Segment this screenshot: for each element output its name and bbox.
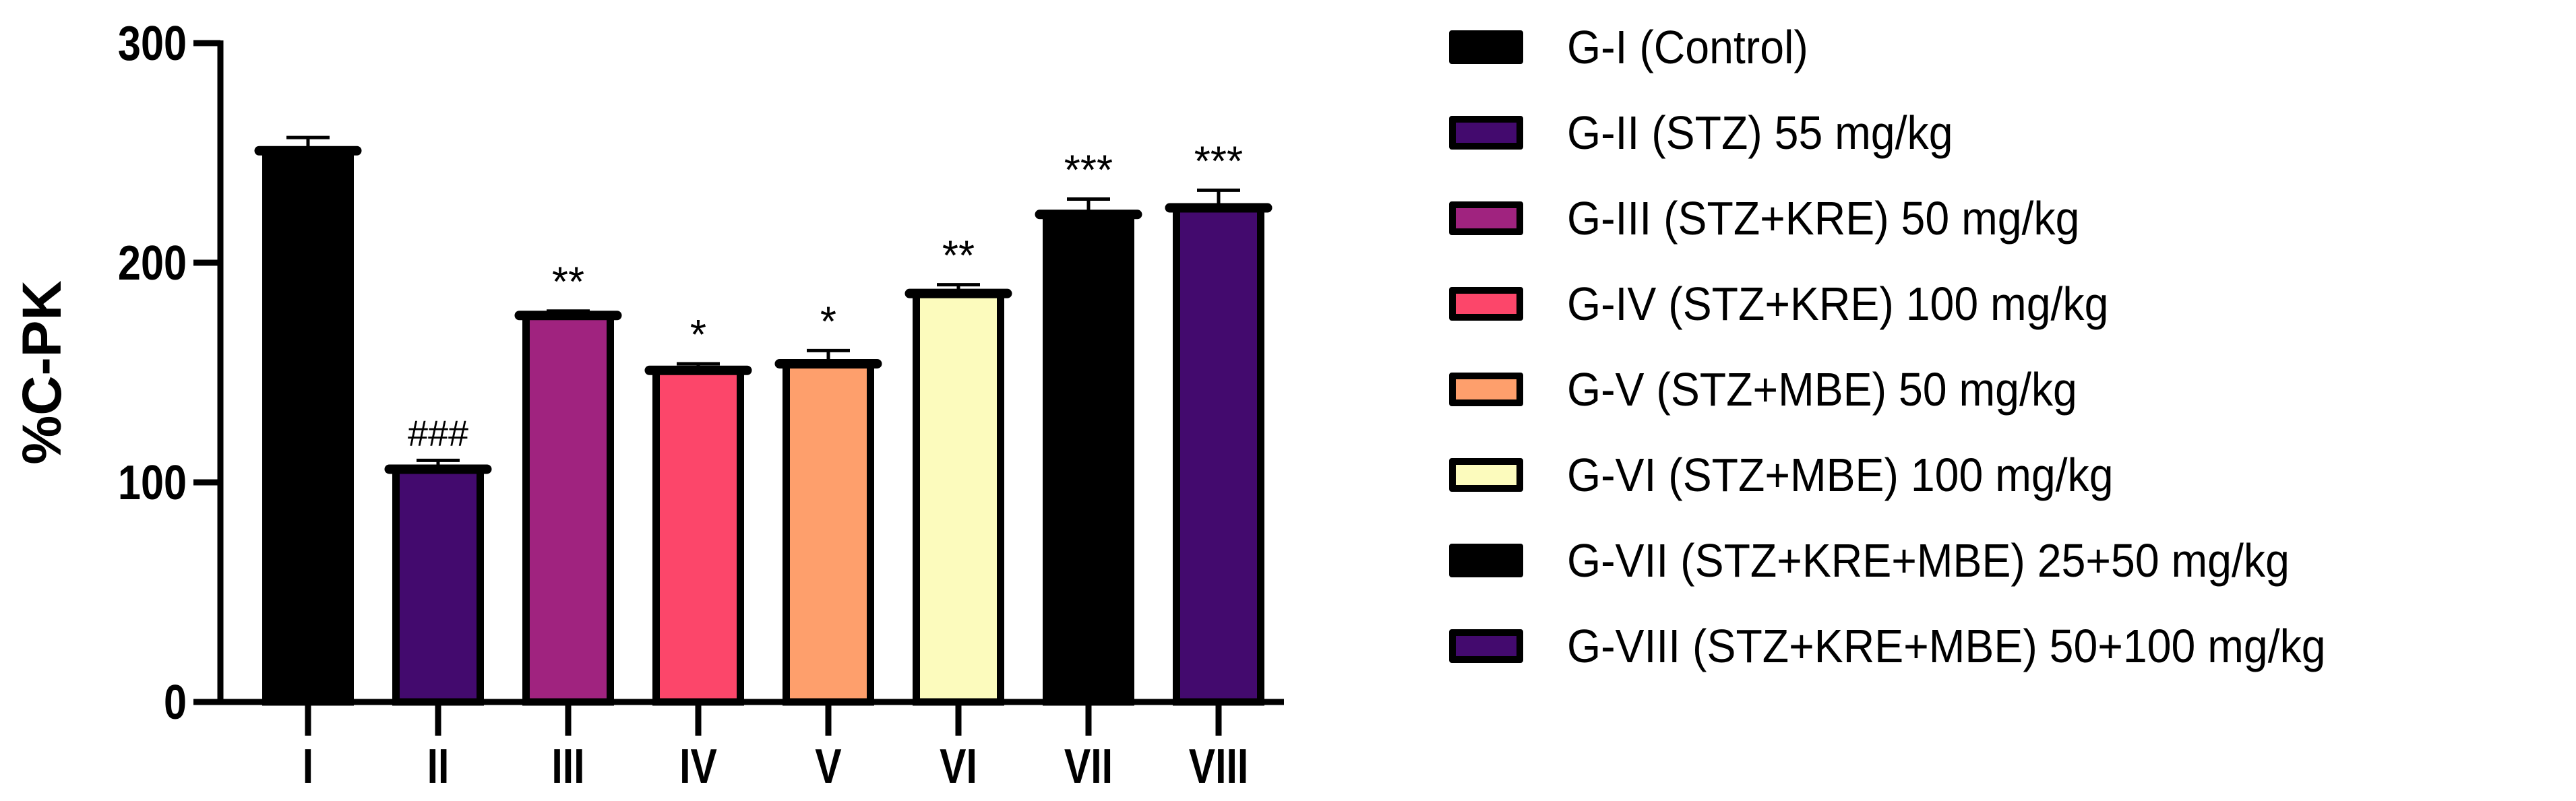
y-tick-label: 300 <box>118 17 187 71</box>
legend-swatch <box>1449 287 1523 321</box>
legend-item: G-IV (STZ+KRE) 100 mg/kg <box>1449 277 2568 331</box>
significance-label: ** <box>942 233 975 280</box>
legend-item: G-VII (STZ+KRE+MBE) 25+50 mg/kg <box>1449 534 2568 587</box>
bar-II <box>392 465 484 706</box>
bar-VIII <box>1173 204 1264 706</box>
significance-label: ** <box>552 259 584 306</box>
y-axis-label: %C-PK <box>11 280 73 464</box>
bar-IV <box>652 366 744 706</box>
legend-label: G-II (STZ) 55 mg/kg <box>1567 106 1953 159</box>
legend-item: G-III (STZ+KRE) 50 mg/kg <box>1449 191 2568 245</box>
legend-item: G-VI (STZ+MBE) 100 mg/kg <box>1449 448 2568 502</box>
legend-swatch <box>1449 373 1523 406</box>
legend-item: G-VIII (STZ+KRE+MBE) 50+100 mg/kg <box>1449 619 2568 673</box>
x-tick-label: III <box>551 738 584 793</box>
legend-label: G-VI (STZ+MBE) 100 mg/kg <box>1567 449 2114 501</box>
x-tick-label: II <box>427 738 450 793</box>
legend-label: G-VII (STZ+KRE+MBE) 25+50 mg/kg <box>1567 534 2290 587</box>
legend-label: G-IV (STZ+KRE) 100 mg/kg <box>1567 278 2109 330</box>
significance-label: *** <box>1194 138 1243 185</box>
legend-swatch <box>1449 544 1523 577</box>
legend-label: G-V (STZ+MBE) 50 mg/kg <box>1567 363 2077 416</box>
bar-V <box>783 360 874 706</box>
bar-VII <box>1043 210 1134 706</box>
significance-label: * <box>820 298 836 345</box>
legend-swatch <box>1449 629 1523 663</box>
legend-label: G-I (Control) <box>1567 21 1808 73</box>
y-tick-label: 200 <box>118 236 187 290</box>
x-tick-label: IV <box>679 738 717 793</box>
bar-I <box>262 147 354 706</box>
bar-III <box>522 311 614 706</box>
bar-chart: %C-PK 0 100 200 300 I ### II ** III * IV * V ** VI *** VI… <box>11 17 1284 793</box>
y-tick-label: 0 <box>164 676 187 730</box>
legend-swatch <box>1449 201 1523 235</box>
legend-label: G-VIII (STZ+KRE+MBE) 50+100 mg/kg <box>1567 620 2326 672</box>
legend-item: G-II (STZ) 55 mg/kg <box>1449 106 2568 160</box>
legend-item: G-I (Control) <box>1449 20 2568 74</box>
bar-VI <box>913 290 1004 706</box>
significance-label: * <box>690 312 706 358</box>
significance-label: *** <box>1064 147 1113 193</box>
x-tick-label: VIII <box>1189 738 1249 793</box>
y-tick-label: 100 <box>118 456 187 510</box>
x-tick-label: VII <box>1064 738 1113 793</box>
legend-swatch <box>1449 458 1523 492</box>
legend-item: G-V (STZ+MBE) 50 mg/kg <box>1449 362 2568 416</box>
x-tick-label: I <box>303 738 313 793</box>
legend-swatch <box>1449 116 1523 150</box>
legend-label: G-III (STZ+KRE) 50 mg/kg <box>1567 192 2080 245</box>
x-tick-label: V <box>815 738 841 793</box>
x-tick-label: VI <box>940 738 977 793</box>
legend-swatch <box>1449 30 1523 64</box>
significance-label: ### <box>408 413 468 453</box>
